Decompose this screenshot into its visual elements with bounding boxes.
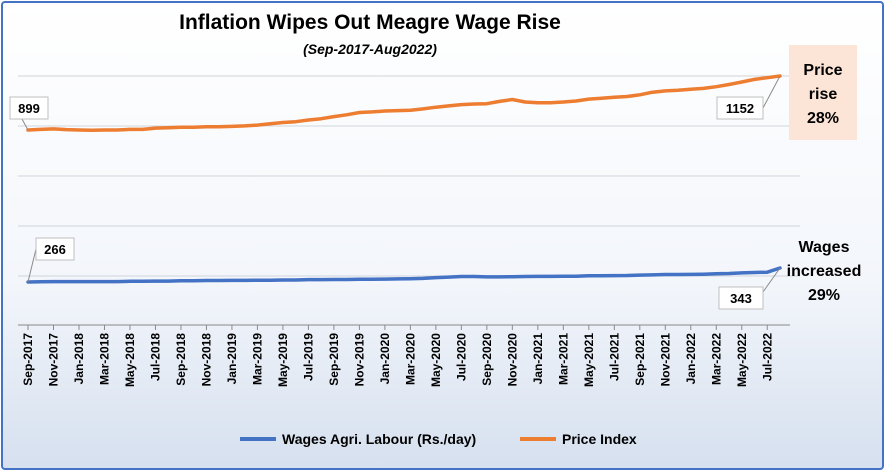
callout-wages-end-label: 343 bbox=[730, 291, 752, 306]
x-tick-label: May-2019 bbox=[276, 333, 290, 387]
x-tick-label: Jan-2018 bbox=[72, 333, 86, 385]
callout-price-start: 899 bbox=[9, 96, 49, 131]
callouts: 899 1152 266 343 bbox=[9, 75, 781, 310]
x-tick-label: Nov-2018 bbox=[199, 333, 213, 387]
x-tick-label: Sep-2017 bbox=[21, 333, 35, 386]
x-tick-label: Nov-2020 bbox=[505, 333, 519, 387]
price-index-line bbox=[26, 74, 782, 132]
wages-increase-line-1: Wages bbox=[799, 239, 850, 256]
x-tick-label: Jul-2021 bbox=[607, 333, 621, 381]
callout-price-end: 1152 bbox=[716, 75, 781, 120]
x-tick-label: Mar-2020 bbox=[403, 333, 417, 385]
price-rise-line-2: rise bbox=[809, 86, 838, 103]
x-tick-label: Sep-2021 bbox=[633, 333, 647, 386]
callout-price-start-label: 899 bbox=[18, 101, 40, 116]
x-tick-label: Jan-2020 bbox=[378, 333, 392, 385]
x-tick-label: Sep-2020 bbox=[480, 333, 494, 386]
x-tick-label: Nov-2017 bbox=[46, 333, 60, 387]
x-tick-label: Jul-2022 bbox=[760, 333, 774, 381]
price-rise-line-1: Price bbox=[803, 62, 842, 79]
legend-price-label: Price Index bbox=[562, 431, 637, 447]
price-rise-line-3: 28% bbox=[807, 110, 839, 127]
x-tick-label: Nov-2021 bbox=[658, 333, 672, 387]
x-tick-label: Jul-2019 bbox=[301, 333, 315, 381]
callout-wages-end: 343 bbox=[718, 267, 781, 310]
legend-wages-label: Wages Agri. Labour (Rs./day) bbox=[282, 431, 476, 447]
x-tick-labels: Sep-2017 Nov-2017 Jan-2018 Mar-2018 May-2018… bbox=[21, 333, 774, 387]
legend: Wages Agri. Labour (Rs./day) Price Index bbox=[240, 431, 637, 447]
series-lines bbox=[26, 74, 782, 284]
callout-wages-start: 266 bbox=[27, 237, 75, 283]
wages-increase-line-2: increased bbox=[787, 263, 862, 280]
x-tick-label: Jan-2022 bbox=[684, 333, 698, 385]
x-tick-label: Mar-2018 bbox=[97, 333, 111, 385]
x-tick-label: Sep-2019 bbox=[327, 333, 341, 386]
gridlines bbox=[18, 75, 800, 277]
price-rise-box bbox=[789, 45, 857, 140]
callout-wages-start-label: 266 bbox=[44, 242, 66, 257]
x-tick-label: Nov-2019 bbox=[352, 333, 366, 387]
x-tick-label: Mar-2021 bbox=[556, 333, 570, 385]
x-tick-label: May-2018 bbox=[123, 333, 137, 387]
wages-line bbox=[26, 266, 782, 284]
x-tick-label: Mar-2019 bbox=[250, 333, 264, 385]
wages-increase-line-3: 29% bbox=[808, 287, 840, 304]
x-tick-label: Jul-2020 bbox=[454, 333, 468, 381]
x-tick-label: Mar-2022 bbox=[709, 333, 723, 385]
x-tick-label: Jul-2018 bbox=[148, 333, 162, 381]
chart-subtitle: (Sep-2017-Aug2022) bbox=[303, 41, 437, 57]
callout-price-end-label: 1152 bbox=[726, 101, 754, 116]
x-tick-label: Sep-2018 bbox=[174, 333, 188, 386]
x-axis bbox=[18, 324, 790, 330]
chart-title: Inflation Wipes Out Meagre Wage Rise bbox=[179, 11, 561, 34]
x-tick-label: May-2021 bbox=[582, 333, 596, 387]
x-tick-label: May-2022 bbox=[735, 333, 749, 387]
x-tick-label: May-2020 bbox=[429, 333, 443, 387]
x-tick-label: Jan-2019 bbox=[225, 333, 239, 385]
x-tick-label: Jan-2021 bbox=[531, 333, 545, 385]
